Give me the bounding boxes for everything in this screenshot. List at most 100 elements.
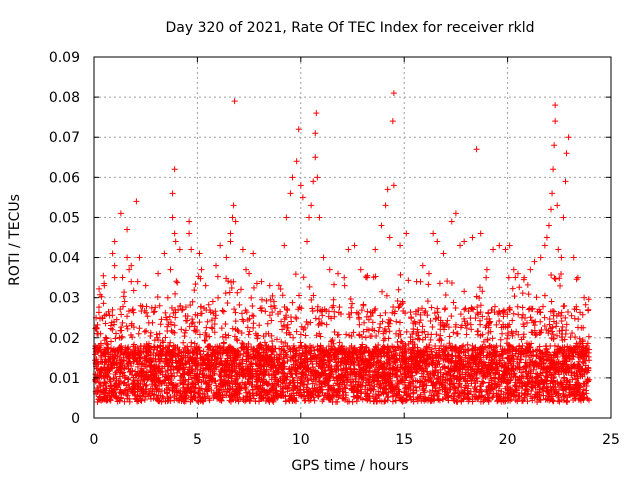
data-point-cloud [369, 319, 376, 326]
data-point-cloud [177, 302, 184, 309]
data-point-cloud [256, 322, 263, 329]
data-point-cloud [246, 328, 253, 335]
data-point-cloud [121, 398, 128, 405]
data-point-cloud [569, 330, 576, 337]
data-point-cloud [584, 340, 591, 347]
data-point-cloud [279, 292, 286, 299]
data-point-cloud [196, 331, 203, 338]
data-point-cloud [427, 336, 434, 343]
data-point-cloud [442, 291, 449, 298]
data-point-cloud [446, 333, 453, 340]
data-point-cloud [278, 318, 285, 325]
data-point-cloud [293, 328, 300, 335]
data-point-cloud [268, 317, 275, 324]
data-point-cloud [455, 394, 462, 401]
data-point-cloud [586, 357, 593, 364]
data-point-cloud [476, 284, 483, 291]
data-point-cloud [237, 286, 244, 293]
data-point-cloud [379, 288, 386, 295]
data-point-cloud [514, 303, 521, 310]
data-point-cloud [397, 331, 404, 338]
data-point-cloud [298, 305, 305, 312]
data-point-cloud [441, 351, 448, 358]
data-point-cloud [438, 337, 445, 344]
data-point-cloud [359, 333, 366, 340]
data-point-cloud [491, 309, 498, 316]
data-point-cloud [166, 313, 173, 320]
data-point-cloud [108, 338, 115, 345]
data-point-cloud [275, 311, 282, 318]
data-point-cloud [434, 305, 441, 312]
data-point-cloud [247, 398, 254, 405]
data-point-cloud [302, 332, 309, 339]
data-point-cloud [497, 336, 504, 343]
data-point-cloud [396, 352, 403, 359]
data-point-cloud [290, 334, 297, 341]
data-point-cloud [465, 308, 472, 315]
data-point-cloud [123, 323, 130, 330]
data-point-cloud [543, 384, 550, 391]
data-point-cloud [575, 375, 582, 382]
data-point-cloud [150, 309, 157, 316]
data-point-cloud [549, 307, 556, 314]
data-point-cloud [126, 398, 133, 405]
data-point-cloud [208, 317, 215, 324]
data-point-cloud [219, 307, 226, 314]
data-point-cloud [362, 334, 369, 341]
data-point-cloud [309, 385, 316, 392]
data-point-cloud [519, 290, 526, 297]
data-point-cloud [546, 315, 553, 322]
data-point-cloud [201, 337, 208, 344]
data-point-cloud [461, 288, 468, 295]
data-point-cloud [319, 312, 326, 319]
data-point-cloud [493, 321, 500, 328]
data-point-cloud [300, 274, 307, 281]
data-point-cloud [397, 271, 404, 278]
data-point-cloud [331, 313, 338, 320]
data-point-cloud [405, 346, 412, 353]
data-point-cloud [382, 309, 389, 316]
data-point-cloud [222, 321, 229, 328]
data-point-cloud [424, 312, 431, 319]
data-point-cloud [156, 302, 163, 309]
data-point-cloud [419, 305, 426, 312]
data-point-cloud [172, 314, 179, 321]
data-point-cloud [180, 339, 187, 346]
data-point-cloud [314, 392, 321, 399]
data-point-cloud [463, 325, 470, 332]
data-point-cloud [395, 304, 402, 311]
data-point-cloud [429, 323, 436, 330]
data-point-cloud [172, 290, 179, 297]
data-point-cloud [335, 394, 342, 401]
data-point-cloud [540, 303, 547, 310]
data-point-cloud [330, 281, 337, 288]
data-point-cloud [375, 328, 382, 335]
data-point-cloud [113, 330, 120, 337]
data-point-cloud [162, 352, 169, 359]
data-point-cloud [309, 308, 316, 315]
data-point-cloud [479, 313, 486, 320]
data-point-cloud [308, 296, 315, 303]
data-point-cloud [330, 296, 337, 303]
data-point-cloud [474, 304, 481, 311]
data-point-cloud [232, 318, 239, 325]
data-point-cloud [224, 300, 231, 307]
data-point-cloud [380, 337, 387, 344]
data-point-cloud [249, 312, 256, 319]
data-point-cloud [277, 285, 284, 292]
data-marks [92, 90, 593, 405]
data-point-cloud [533, 351, 540, 358]
data-point-cloud [202, 337, 209, 344]
data-point-cloud [178, 326, 185, 333]
data-point-cloud [361, 319, 368, 326]
data-point-cloud [198, 310, 205, 317]
data-point-cloud [121, 298, 128, 305]
data-point-cloud [167, 339, 174, 346]
data-point-cloud [350, 388, 357, 395]
data-point-cloud [157, 392, 164, 399]
data-point-cloud [479, 288, 486, 295]
data-point-cloud [407, 309, 414, 316]
data-point-cloud [153, 331, 160, 338]
data-point-cloud [180, 365, 187, 372]
